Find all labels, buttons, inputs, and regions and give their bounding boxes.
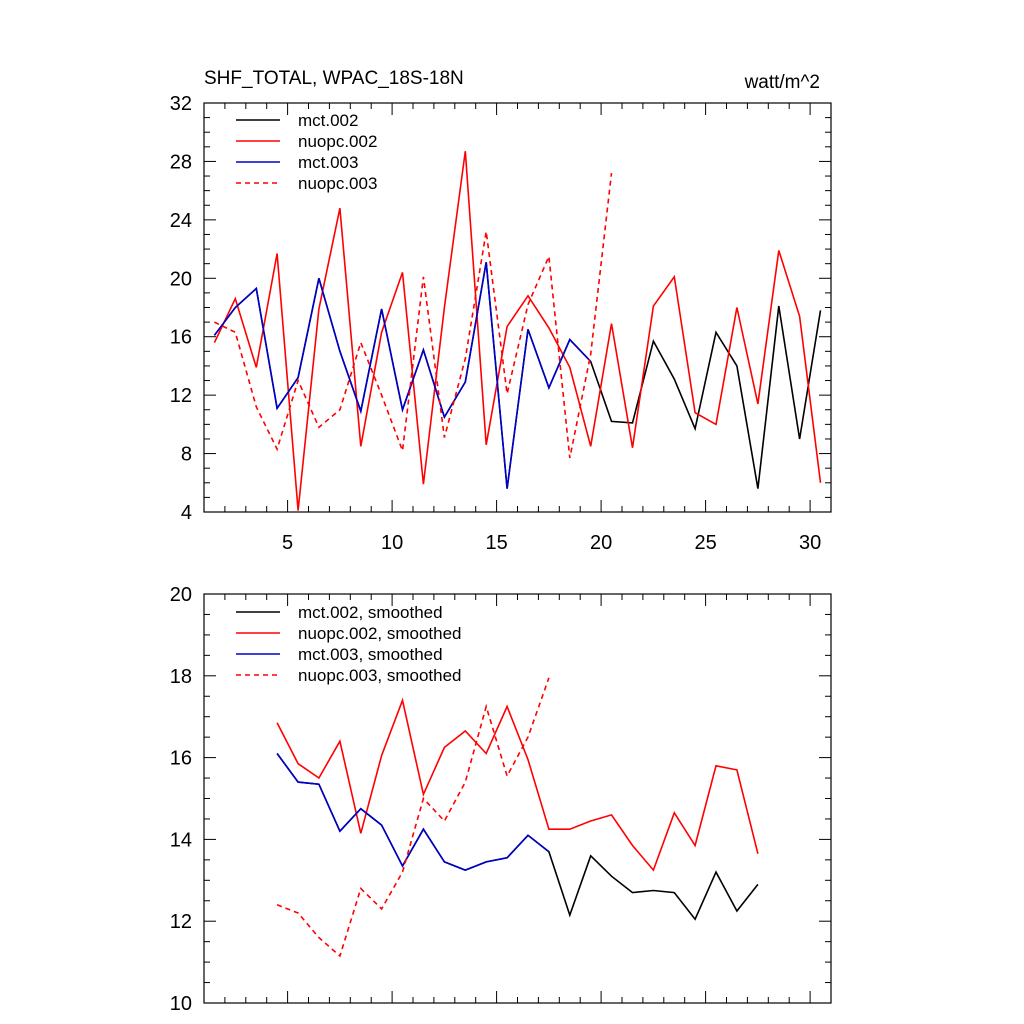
- series-line: [276, 753, 759, 921]
- units-label: watt/m^2: [744, 72, 820, 93]
- x-tick-label: 10: [381, 532, 403, 554]
- series-line: [276, 753, 550, 871]
- top-panel: 4 8 12 16 20 24 28 32 5 10 15 20 25 30 mct.002 nuopc.00…: [170, 93, 832, 554]
- y-tick-label: 16: [170, 748, 192, 770]
- y-tick-label: 4: [181, 502, 192, 524]
- x-tick-label: 25: [694, 532, 716, 554]
- legend-label: nuopc.002, smoothed: [298, 624, 462, 643]
- y-tick-label: 18: [170, 666, 192, 688]
- y-tick-label: 20: [170, 268, 192, 290]
- x-tick-label: 30: [799, 532, 821, 554]
- x-tick-label: 15: [485, 532, 507, 554]
- y-tick-label: 24: [170, 210, 192, 232]
- legend-label: nuopc.003, smoothed: [298, 666, 462, 685]
- y-tick-label: 8: [181, 444, 192, 466]
- series-line: [214, 173, 613, 459]
- series-line: [213, 151, 822, 511]
- series-line: [213, 262, 592, 489]
- y-tick-label: 32: [170, 93, 192, 115]
- y-tick-label: 14: [170, 829, 192, 851]
- legend-label: nuopc.002: [298, 132, 377, 151]
- legend-label: mct.002: [298, 111, 358, 130]
- y-tick-label: 28: [170, 151, 192, 173]
- series-line: [213, 262, 822, 489]
- legend-label: nuopc.003: [298, 174, 377, 193]
- y-tick-label: 12: [170, 385, 192, 407]
- x-tick-label: 20: [590, 532, 612, 554]
- legend-label: mct.002, smoothed: [298, 603, 443, 622]
- chart-title: SHF_TOTAL, WPAC_18S-18N: [204, 68, 464, 89]
- y-tick-label: 16: [170, 327, 192, 349]
- y-tick-label: 20: [170, 584, 192, 606]
- y-tick-label: 12: [170, 911, 192, 933]
- legend-label: mct.003: [298, 153, 358, 172]
- series-line: [276, 677, 550, 958]
- legend-label: mct.003, smoothed: [298, 645, 443, 664]
- bottom-panel: 10 12 14 16 18 20 mct.002, smoothed nuopc.002, …: [170, 584, 832, 1015]
- y-tick-label: 10: [170, 993, 192, 1015]
- series-line: [276, 697, 759, 872]
- x-tick-label: 5: [282, 532, 293, 554]
